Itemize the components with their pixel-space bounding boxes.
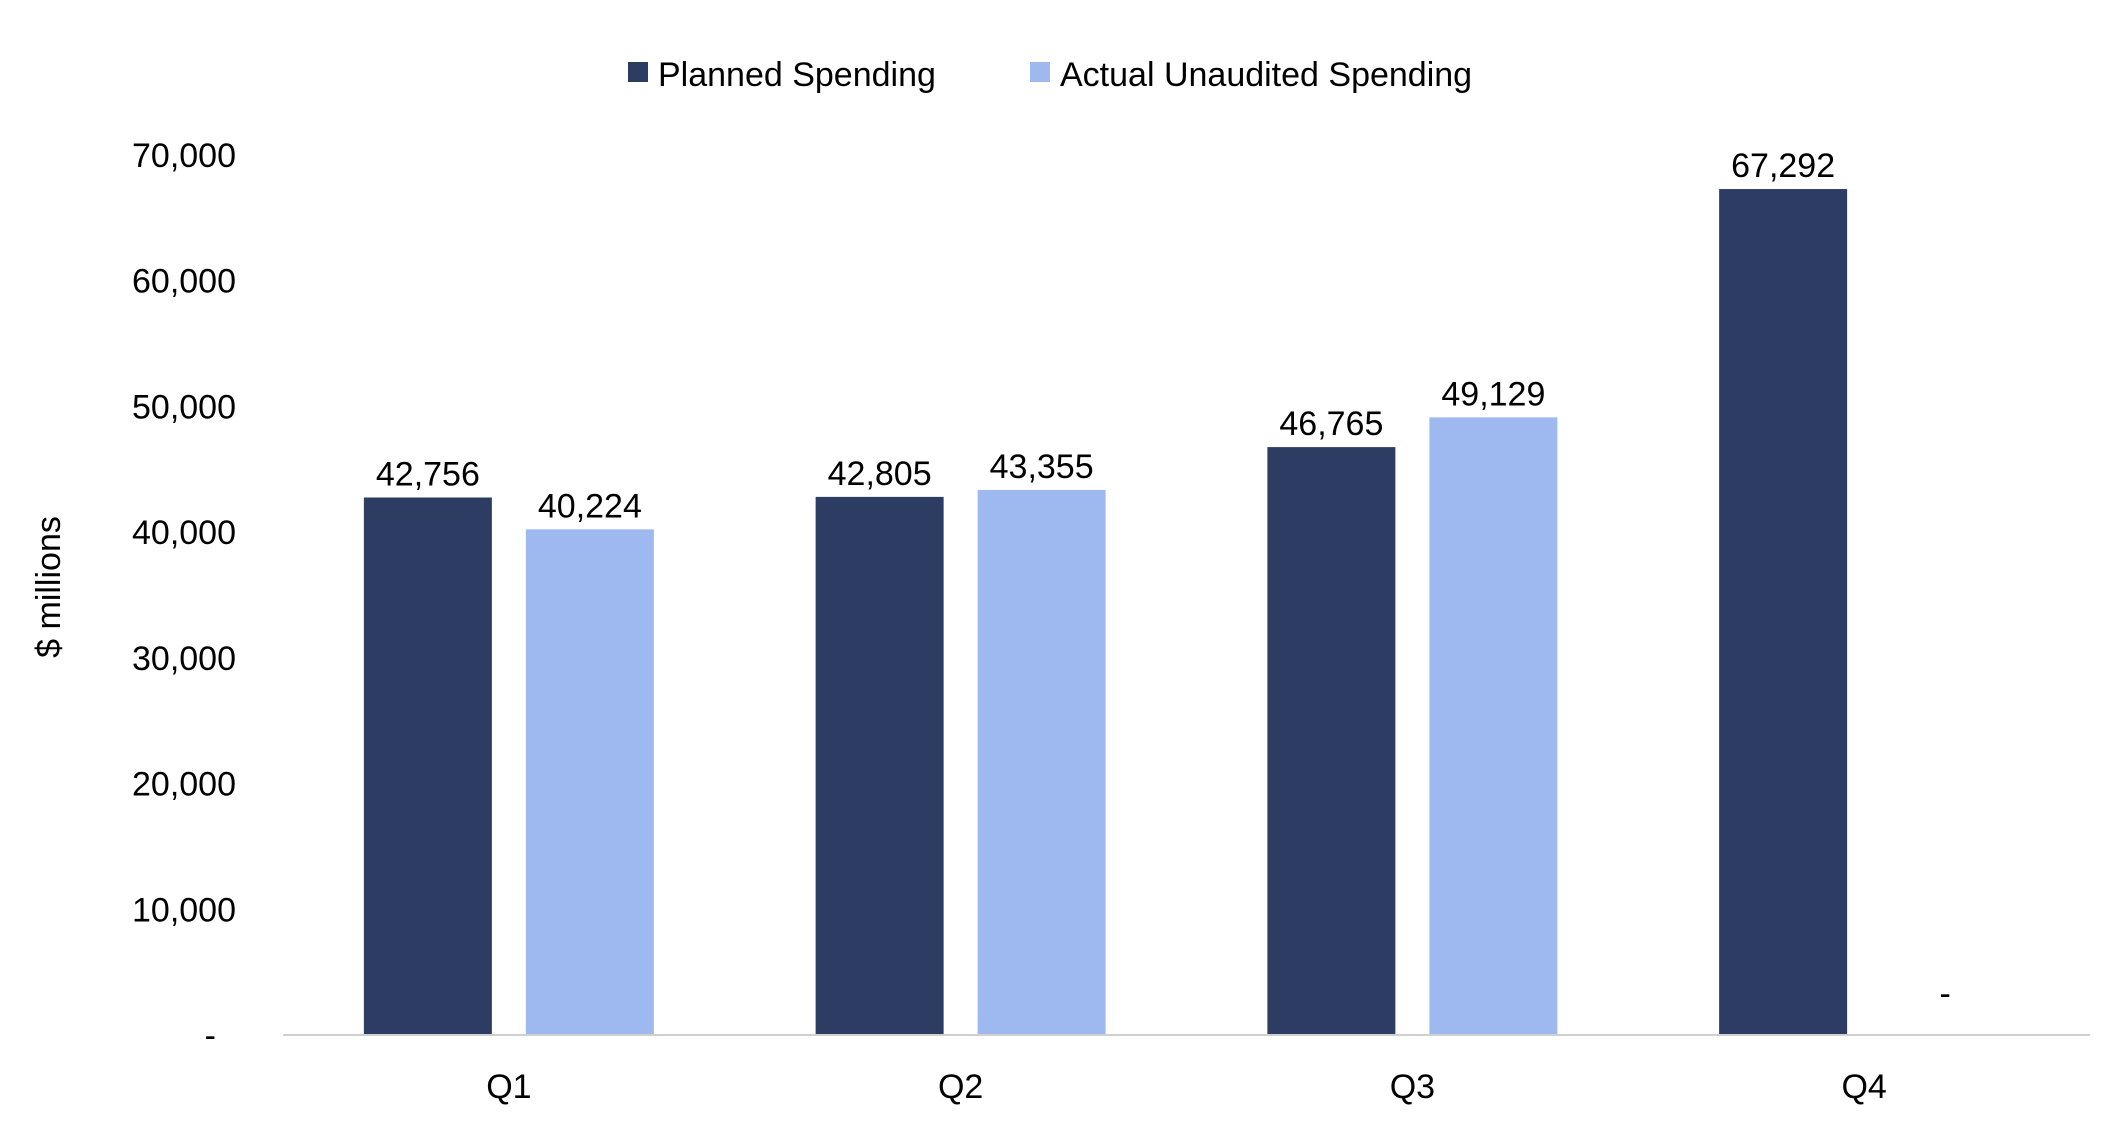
data-label: 49,129 [1441, 375, 1545, 413]
data-label: 42,805 [828, 455, 932, 493]
x-tick-label: Q2 [938, 1068, 983, 1106]
data-label: 67,292 [1731, 147, 1835, 185]
y-tick-label: 30,000 [132, 640, 236, 678]
data-label: 46,765 [1279, 405, 1383, 443]
legend-swatch [628, 62, 648, 82]
bar-planned-spending-q4 [1719, 189, 1848, 1035]
y-tick-label: - [205, 1017, 216, 1055]
y-tick-label: 20,000 [132, 766, 236, 804]
bar-actual-unaudited-spending-q3 [1429, 417, 1558, 1035]
bar-actual-unaudited-spending-q2 [977, 489, 1106, 1036]
data-label: 40,224 [538, 487, 642, 525]
y-tick-label: 60,000 [132, 263, 236, 301]
bar-actual-unaudited-spending-q1 [525, 529, 654, 1035]
data-label: 43,355 [990, 448, 1094, 486]
y-axis-title: $ millions [30, 516, 68, 658]
y-tick-label: 70,000 [132, 137, 236, 175]
x-tick-label: Q4 [1841, 1068, 1886, 1106]
x-tick-label: Q3 [1390, 1068, 1435, 1106]
plot-area: 42,756 40,224 42,805 43,355 46,765 49,129 67,2… [363, 147, 1951, 1036]
bar-planned-spending-q1 [363, 497, 492, 1036]
bar-planned-spending-q2 [815, 496, 944, 1035]
x-axis: Q1 Q2 Q3 Q4 [283, 1034, 2090, 1106]
y-axis: - 10,000 20,000 30,000 40,000 50,000 60,000 70,… [132, 137, 236, 1055]
y-tick-label: 50,000 [132, 388, 236, 426]
bar-planned-spending-q3 [1267, 447, 1396, 1035]
legend-swatch [1030, 62, 1050, 82]
y-tick-label: 40,000 [132, 514, 236, 552]
legend-label: Actual Unaudited Spending [1060, 56, 1472, 94]
data-label: - [1939, 975, 1950, 1013]
legend-label: Planned Spending [658, 56, 936, 94]
y-tick-label: 10,000 [132, 891, 236, 929]
legend: Planned Spending Actual Unaudited Spendin… [628, 56, 1472, 94]
data-label: 42,756 [376, 455, 480, 493]
x-tick-label: Q1 [486, 1068, 531, 1106]
